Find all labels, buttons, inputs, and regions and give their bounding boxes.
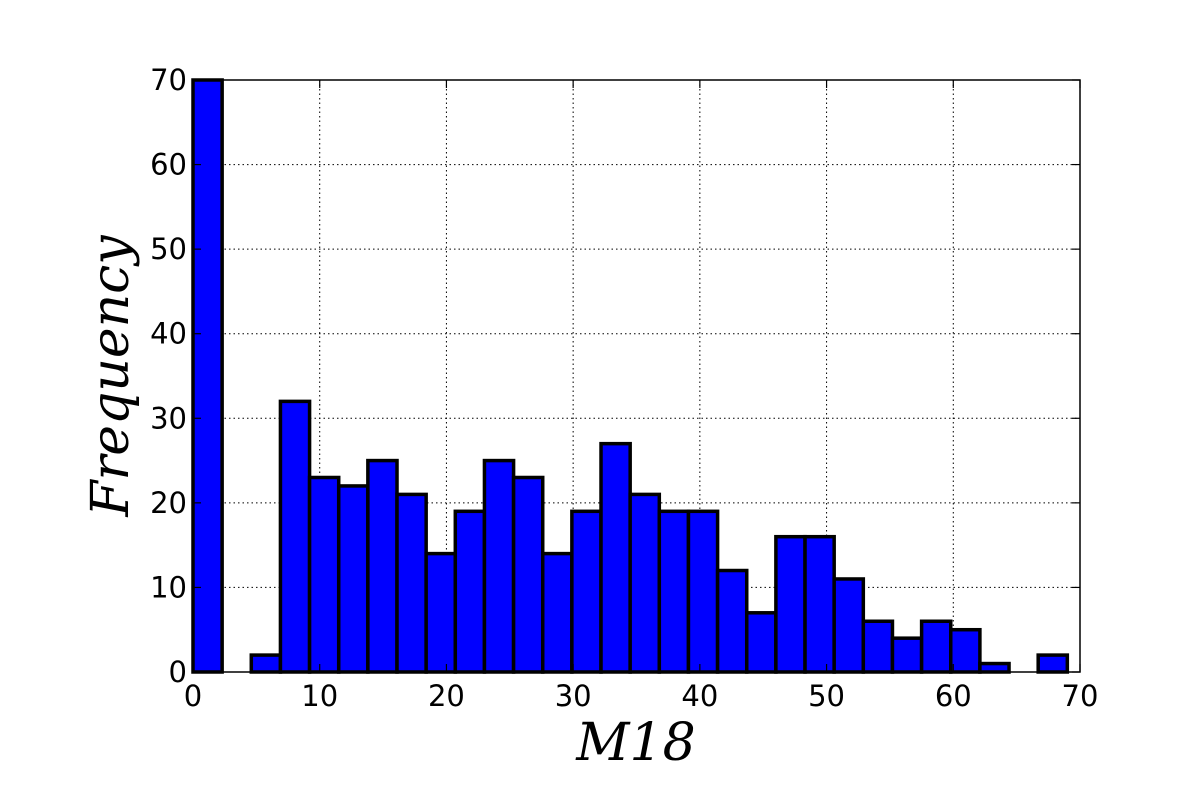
plot-frame xyxy=(192,79,1081,673)
histogram-bar xyxy=(395,492,428,674)
histogram-bar xyxy=(628,492,662,674)
histogram-bar xyxy=(366,458,399,674)
x-tick-label: 20 xyxy=(428,679,465,713)
histogram-bar xyxy=(191,78,224,674)
histogram-bar xyxy=(424,551,458,674)
y-axis-label: Frequency xyxy=(81,235,141,518)
x-tick-label: 50 xyxy=(808,679,845,713)
histogram-bar xyxy=(249,653,283,674)
histogram-bar xyxy=(774,534,807,674)
histogram-bar xyxy=(803,534,836,674)
y-tick-label: 40 xyxy=(150,317,187,351)
histogram-bar xyxy=(949,627,982,674)
histogram-bar xyxy=(453,509,487,674)
histogram-bar xyxy=(540,551,574,674)
y-tick-label: 30 xyxy=(150,401,187,435)
y-tick-label: 70 xyxy=(150,63,187,97)
y-tick-label: 20 xyxy=(150,486,187,520)
histogram-bar xyxy=(890,636,924,674)
x-tick-label: 10 xyxy=(301,679,338,713)
histogram-bar xyxy=(307,475,341,674)
histogram-bar xyxy=(861,619,895,674)
y-tick-label: 10 xyxy=(150,570,187,604)
x-tick-label: 70 xyxy=(1062,679,1099,713)
histogram-bar xyxy=(570,509,603,674)
histogram-bars xyxy=(191,78,1070,674)
y-tick-label: 0 xyxy=(169,655,187,689)
grid-lines xyxy=(193,80,1080,672)
histogram-bar xyxy=(1036,653,1070,674)
histogram-bar xyxy=(715,568,749,674)
x-tick-label: 40 xyxy=(681,679,718,713)
y-tick-label: 50 xyxy=(150,232,187,266)
tick-labels: 0 10 20 30 40 50 60 70 0 10 20 30 40 50 60 70 xyxy=(150,63,1098,713)
histogram-bar xyxy=(978,661,1011,674)
axis-ticks xyxy=(192,79,1081,673)
x-tick-label: 0 xyxy=(184,679,202,713)
histogram-bar xyxy=(511,475,545,674)
histogram-bar xyxy=(832,577,866,674)
x-tick-label: 30 xyxy=(555,679,592,713)
x-tick-label: 60 xyxy=(935,679,972,713)
histogram-bar xyxy=(657,509,691,674)
histogram-bar xyxy=(278,399,312,674)
y-tick-label: 60 xyxy=(150,148,187,182)
histogram-bar xyxy=(336,484,370,674)
histogram-bar xyxy=(686,509,720,674)
x-axis-label: M18 xyxy=(575,713,695,773)
histogram-bar xyxy=(919,619,953,674)
histogram-bar xyxy=(482,458,516,674)
histogram-bar xyxy=(599,441,632,674)
histogram-bar xyxy=(744,611,778,674)
